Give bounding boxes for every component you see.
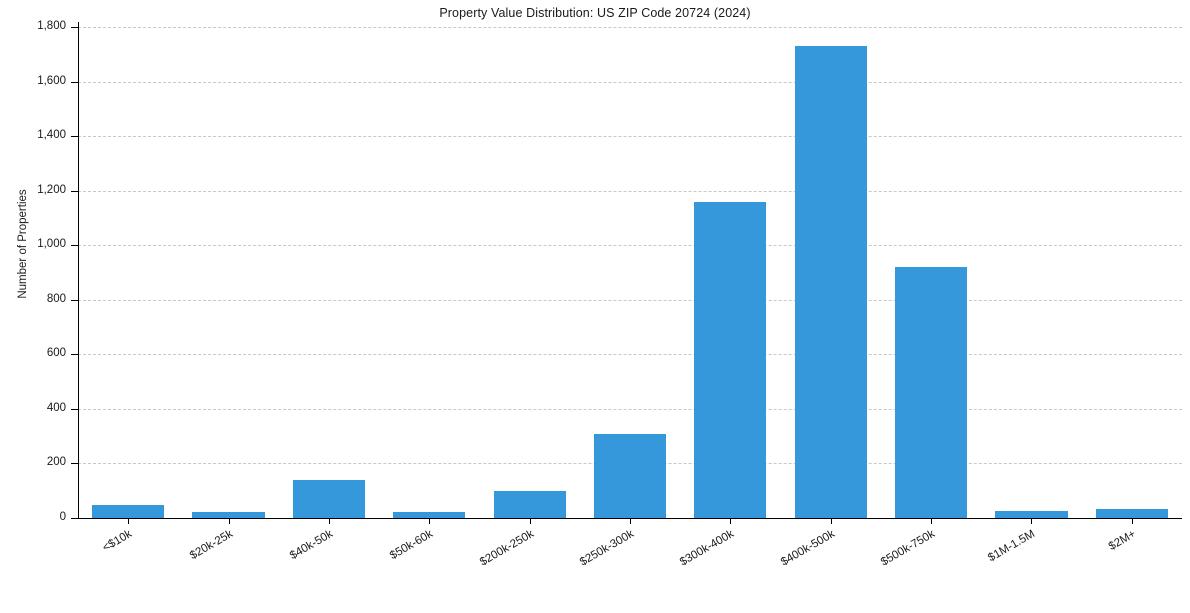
y-tick-label: 600 (46, 347, 66, 360)
gridline (78, 190, 1182, 192)
y-tick-label: 0 (59, 511, 66, 523)
gridline (78, 245, 1182, 247)
bar[interactable] (192, 512, 265, 518)
gridline (78, 354, 1182, 356)
y-tick-mark (71, 354, 78, 356)
x-tick-mark (429, 518, 431, 524)
gridline (78, 136, 1182, 138)
y-tick-label: 200 (46, 456, 66, 469)
x-tick-mark (931, 518, 933, 524)
x-tick-mark (128, 518, 130, 524)
gridline (78, 81, 1182, 83)
x-tick-mark (529, 518, 531, 524)
y-tick-mark (71, 190, 78, 192)
y-tick-label: 1,200 (37, 183, 66, 196)
y-tick-label: 1,400 (37, 129, 66, 142)
y-tick-label: 1,600 (37, 74, 66, 87)
bar[interactable] (292, 479, 366, 518)
y-tick-label: 400 (46, 401, 66, 414)
chart-figure: Property Value Distribution: US ZIP Code… (17, 6, 1182, 569)
y-tick-label: 1,000 (37, 238, 66, 251)
plot-area (78, 27, 1182, 519)
x-tick-mark (830, 518, 832, 524)
y-tick-mark (71, 408, 78, 410)
y-tick-label: 800 (46, 292, 66, 305)
bar[interactable] (393, 512, 466, 518)
x-tick-mark (1031, 518, 1033, 524)
bar[interactable] (493, 490, 566, 518)
y-tick-mark (71, 463, 78, 465)
y-tick-mark (71, 299, 78, 301)
x-tick-mark (1131, 518, 1133, 524)
y-tick-mark (71, 518, 78, 519)
y-tick-mark (71, 245, 78, 247)
x-tick-mark (228, 518, 230, 524)
bar[interactable] (92, 504, 165, 518)
x-tick-mark (730, 518, 732, 524)
x-tick-mark (630, 518, 631, 524)
y-axis-line (78, 22, 79, 519)
x-tick-mark (328, 518, 330, 524)
bar[interactable] (995, 511, 1068, 518)
gridline (78, 299, 1182, 301)
bar[interactable] (1095, 509, 1168, 518)
bar[interactable] (794, 46, 867, 518)
bar[interactable] (894, 267, 968, 518)
gridline (78, 27, 1182, 28)
y-tick-mark (71, 136, 78, 138)
bar[interactable] (593, 434, 667, 518)
y-tick-label: 1,800 (37, 20, 66, 32)
y-tick-mark (71, 81, 78, 83)
gridline (78, 408, 1182, 410)
chart-title: Property Value Distribution: US ZIP Code… (439, 6, 751, 20)
bar[interactable] (694, 201, 767, 518)
y-tick-mark (71, 27, 78, 28)
